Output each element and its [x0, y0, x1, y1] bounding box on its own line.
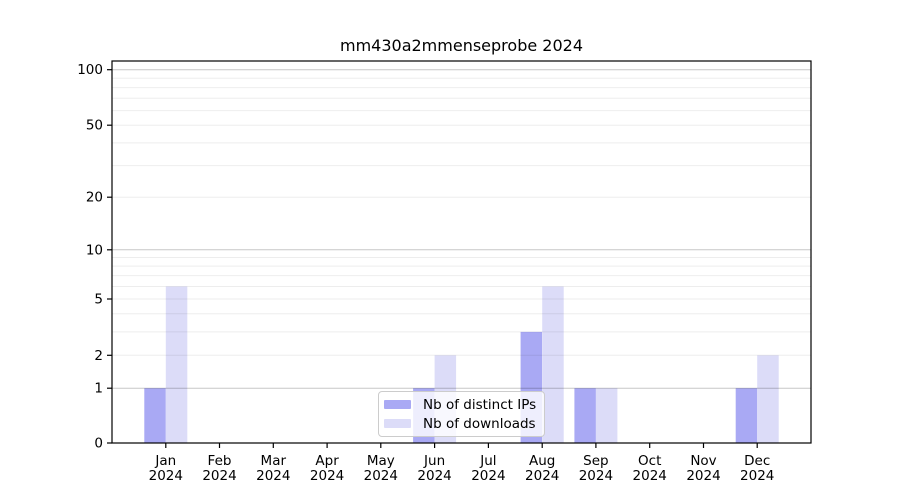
y-tick-label-1: 1: [94, 381, 103, 397]
bar-nb-of-downloads-jan: [165, 286, 188, 443]
legend-label-downloads: Nb of downloads: [423, 415, 536, 432]
bar-nb-of-distinct-ips-jan: [144, 388, 166, 443]
x-tick-label-apr: Apr 2024: [310, 453, 344, 484]
y-tick-label-100: 100: [77, 62, 103, 78]
legend-swatch-downloads: [384, 419, 411, 428]
x-tick-label-mar: Mar 2024: [256, 453, 290, 484]
legend-label-distinct-ips: Nb of distinct IPs: [423, 396, 537, 413]
bar-nb-of-distinct-ips-dec: [735, 388, 758, 443]
x-tick-label-aug: Aug 2024: [525, 453, 559, 484]
axes-spines: [111, 60, 812, 444]
legend-item-distinct-ips: Nb of distinct IPs: [384, 396, 544, 413]
y-tick-label-2: 2: [94, 348, 103, 364]
x-tick-label-jun: Jun 2024: [417, 453, 451, 484]
bar-nb-of-downloads-sep: [595, 388, 618, 443]
x-tick-label-sep: Sep 2024: [579, 453, 613, 484]
y-tick-label-10: 10: [86, 242, 103, 258]
x-tick-label-dec: Dec 2024: [740, 453, 774, 484]
bar-nb-of-downloads-dec: [757, 355, 779, 443]
legend-item-downloads: Nb of downloads: [384, 415, 544, 432]
x-tick-label-oct: Oct 2024: [633, 453, 667, 484]
legend-swatch-distinct-ips: [384, 400, 411, 409]
chart-title: mm430a2mmenseprobe 2024: [339, 36, 583, 55]
x-tick-label-may: May 2024: [364, 453, 398, 484]
y-tick-label-5: 5: [94, 292, 103, 308]
y-tick-label-50: 50: [86, 118, 103, 134]
bar-nb-of-distinct-ips-sep: [574, 388, 596, 443]
x-tick-label-jul: Jul 2024: [471, 453, 505, 484]
x-tick-label-nov: Nov 2024: [686, 453, 720, 484]
y-tick-label-20: 20: [86, 190, 103, 206]
x-tick-label-feb: Feb 2024: [202, 453, 236, 484]
y-tick-label-0: 0: [94, 436, 103, 452]
bar-nb-of-downloads-aug: [542, 286, 564, 443]
x-tick-label-jan: Jan 2024: [149, 453, 183, 484]
legend: Nb of distinct IPs Nb of downloads: [378, 391, 545, 437]
